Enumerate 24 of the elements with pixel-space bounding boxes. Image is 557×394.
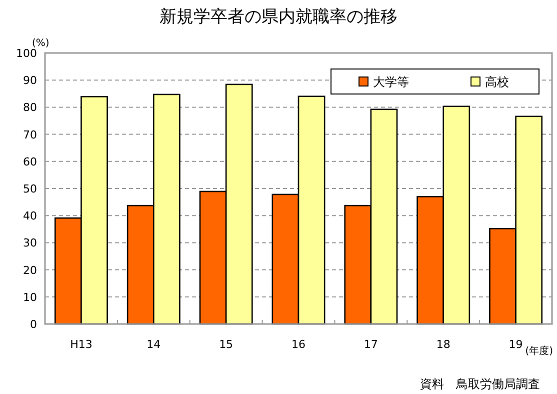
y-tick-label: 70 bbox=[23, 128, 37, 142]
y-tick-label: 10 bbox=[23, 290, 37, 304]
x-tick-label: 18 bbox=[436, 338, 450, 351]
y-tick-label: 40 bbox=[23, 210, 37, 223]
y-axis-title: (%) bbox=[32, 38, 50, 49]
x-tick-label: H13 bbox=[70, 338, 92, 351]
y-tick-label: 90 bbox=[23, 74, 37, 88]
chart-title: 新規学卒者の県内就職率の推移 bbox=[160, 7, 398, 27]
y-tick-label: 50 bbox=[23, 182, 37, 196]
legend-label: 大学等 bbox=[373, 75, 409, 89]
y-tick-label: 60 bbox=[23, 155, 37, 168]
x-tick-label: 17 bbox=[364, 338, 378, 351]
x-tick-label: 14 bbox=[146, 338, 161, 351]
text: 資料 鳥取労働局調査 bbox=[420, 377, 540, 391]
x-axis-title: (年度) bbox=[525, 345, 554, 357]
x-tick-label: 19 bbox=[508, 338, 523, 351]
y-tick-label: 20 bbox=[23, 264, 37, 277]
y-tick-label: 100 bbox=[16, 47, 37, 60]
x-tick-label: 15 bbox=[219, 338, 234, 351]
y-tick-label: 80 bbox=[23, 101, 37, 114]
y-tick-label: 0 bbox=[30, 318, 37, 331]
legend-label: 高校 bbox=[485, 75, 509, 89]
y-tick-label: 30 bbox=[23, 236, 37, 250]
x-tick-label: 16 bbox=[292, 338, 306, 351]
